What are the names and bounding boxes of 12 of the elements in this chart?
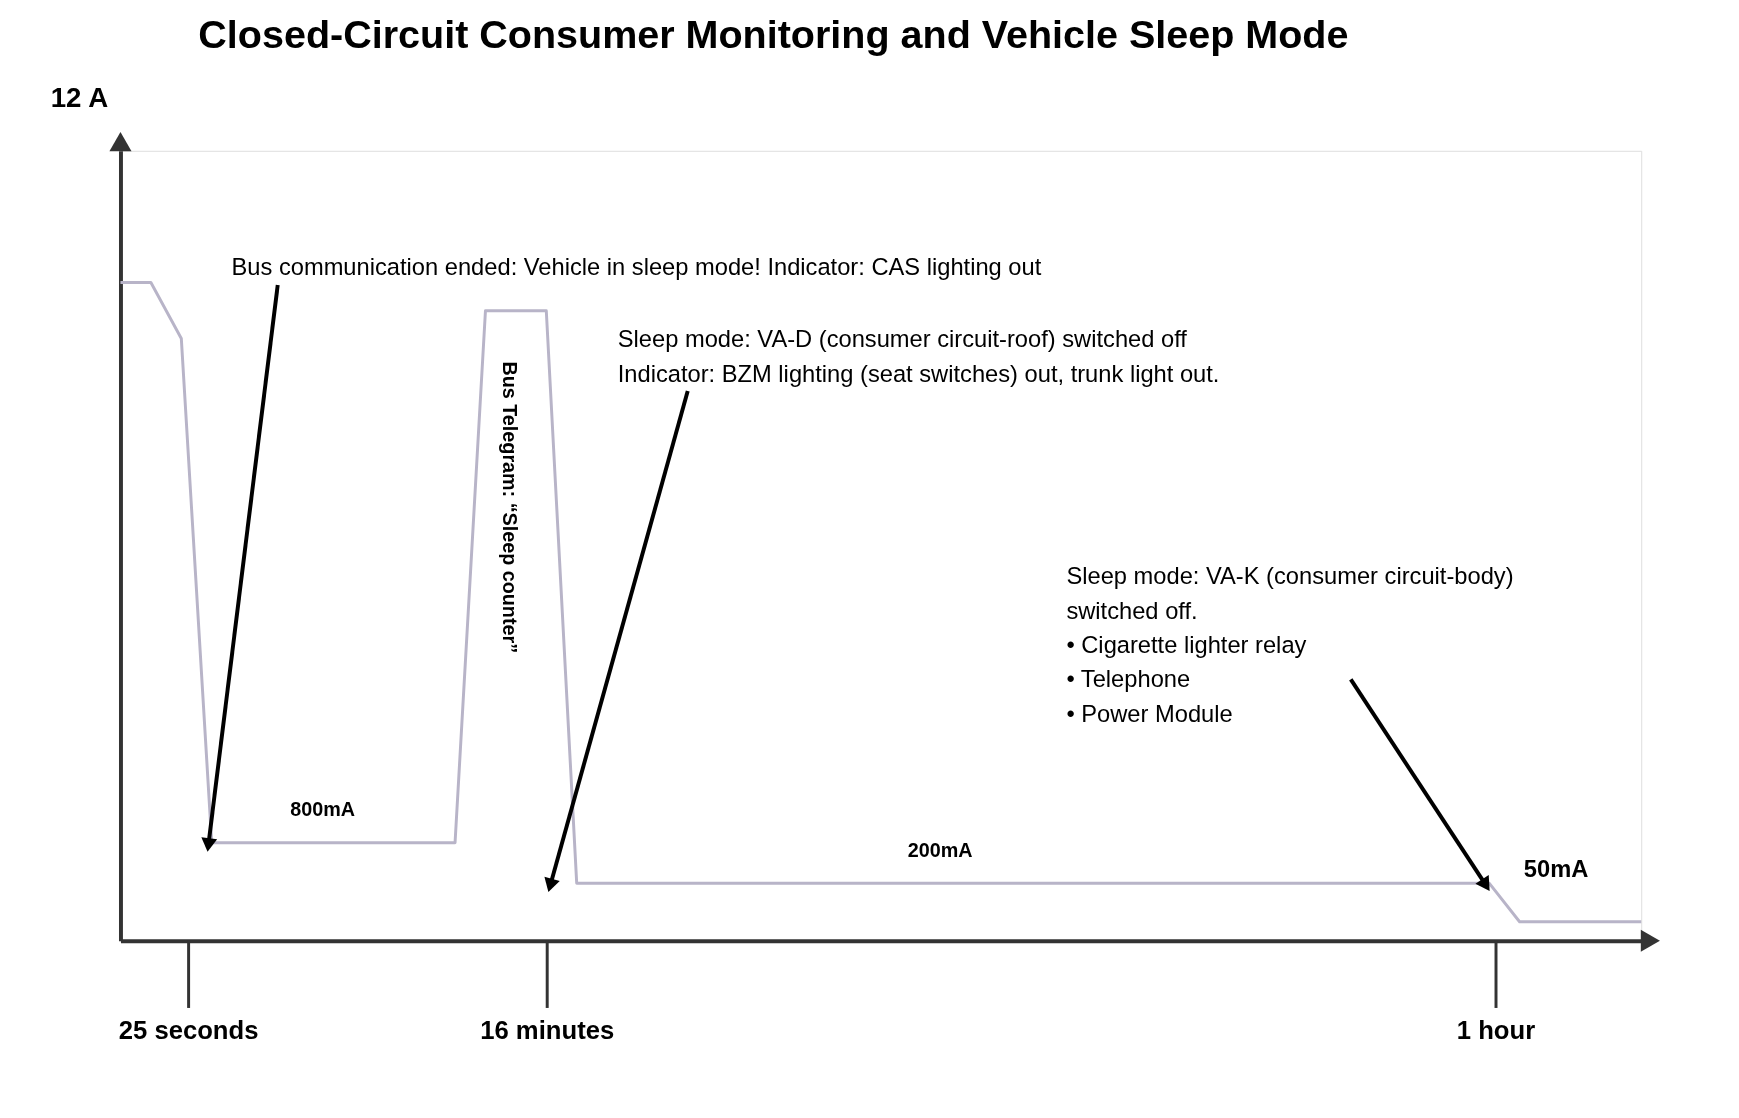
annotation: 50mA: [1523, 856, 1589, 883]
annotation: Bus Telegram: “Sleep counter”: [499, 361, 522, 654]
annotation: Sleep mode: VA-D (consumer circuit-roof) switched off Indicator: BZM lighting (seat switches) out, trunk light out.: [617, 326, 1220, 387]
chart-title: Closed-Circuit Consumer Monitoring and Vehicle Sleep Mode: [198, 12, 1349, 57]
annotation: 800mA: [290, 797, 356, 820]
text: Bus communication ended: Vehicle in sleep mode! Indicator: CAS lighting out: [231, 253, 1042, 280]
text: 1 hour: [1456, 1015, 1536, 1044]
annotation: Sleep mode: VA-K (consumer circuit-body) switched off. • Cigarette lighter relay • Telephone • Power Module: [1066, 563, 1514, 727]
text: 12 A: [50, 82, 109, 114]
text: 16 minutes: [480, 1015, 615, 1044]
annotation: 200mA: [907, 838, 973, 861]
text: 25 seconds: [118, 1015, 259, 1044]
